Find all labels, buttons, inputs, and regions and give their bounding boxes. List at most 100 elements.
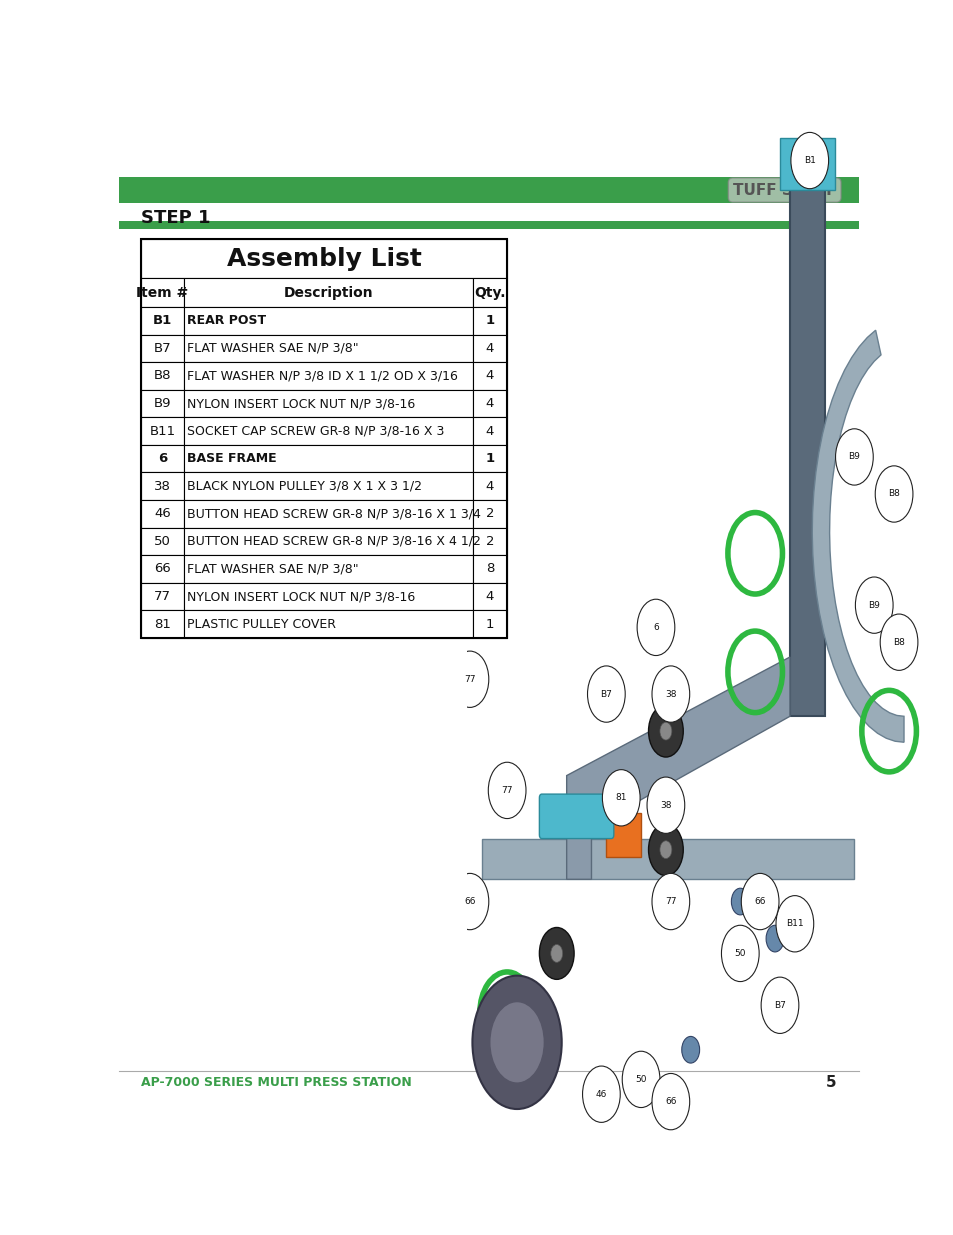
Text: 38: 38 [659, 800, 671, 810]
Circle shape [489, 1002, 544, 1083]
Polygon shape [606, 813, 640, 857]
Text: 81: 81 [153, 618, 171, 631]
Bar [183, 308, 472, 335]
Text: 38: 38 [664, 689, 676, 699]
Circle shape [775, 895, 813, 952]
Text: FLAT WASHER N/P 3/8 ID X 1 1/2 OD X 3/16: FLAT WASHER N/P 3/8 ID X 1 1/2 OD X 3/16 [187, 369, 457, 383]
Bar [183, 500, 472, 527]
Circle shape [880, 480, 897, 508]
Circle shape [550, 945, 562, 962]
Circle shape [740, 873, 779, 930]
Bar [141, 278, 183, 308]
Text: Item #: Item # [136, 285, 189, 300]
Text: BUTTON HEAD SCREW GR-8 N/P 3/8-16 X 1 3/4: BUTTON HEAD SCREW GR-8 N/P 3/8-16 X 1 3/… [187, 508, 480, 520]
Circle shape [601, 769, 639, 826]
Text: 46: 46 [595, 1089, 606, 1099]
Text: B7: B7 [153, 342, 172, 354]
Bar [119, 177, 858, 204]
Circle shape [536, 1041, 547, 1058]
Text: REAR POST: REAR POST [187, 314, 266, 327]
Bar [472, 335, 507, 362]
Text: 1: 1 [485, 618, 494, 631]
Text: B7: B7 [773, 1000, 785, 1010]
Text: 77: 77 [464, 674, 476, 684]
Text: 6: 6 [653, 622, 659, 632]
Bar [183, 610, 472, 638]
Text: 66: 66 [464, 897, 476, 906]
Text: FLAT WASHER SAE N/P 3/8": FLAT WASHER SAE N/P 3/8" [187, 562, 358, 576]
Text: B1: B1 [803, 156, 815, 165]
Bar [183, 390, 472, 417]
Text: B8: B8 [887, 489, 899, 499]
Circle shape [720, 925, 759, 982]
FancyBboxPatch shape [538, 794, 613, 839]
Bar [183, 473, 472, 500]
Bar [183, 583, 472, 610]
Text: Assembly List: Assembly List [227, 247, 421, 270]
Text: AP-7000 SERIES MULTI PRESS STATION: AP-7000 SERIES MULTI PRESS STATION [141, 1076, 412, 1088]
Text: 4: 4 [485, 396, 494, 410]
Circle shape [864, 592, 882, 619]
Bar [141, 445, 183, 473]
Bar [472, 390, 507, 417]
Text: B7: B7 [599, 689, 612, 699]
Bar [141, 238, 507, 638]
Text: B11: B11 [150, 425, 175, 437]
Text: B8: B8 [153, 369, 171, 383]
Bar [141, 500, 183, 527]
Circle shape [651, 666, 689, 722]
Text: 66: 66 [664, 1097, 676, 1107]
Text: 4: 4 [485, 369, 494, 383]
Text: FLAT WASHER SAE N/P 3/8": FLAT WASHER SAE N/P 3/8" [187, 342, 358, 354]
Circle shape [659, 722, 671, 740]
Text: B11: B11 [785, 919, 802, 929]
Text: 8: 8 [485, 562, 494, 576]
Circle shape [760, 977, 798, 1034]
Bar [183, 362, 472, 390]
FancyBboxPatch shape [780, 138, 834, 190]
Bar [183, 335, 472, 362]
Bar [472, 473, 507, 500]
Circle shape [468, 888, 486, 915]
Text: 50: 50 [734, 948, 745, 958]
Text: B9: B9 [847, 452, 860, 462]
Bar [472, 527, 507, 556]
Bar [472, 417, 507, 445]
Bar [472, 445, 507, 473]
Circle shape [637, 599, 674, 656]
Text: 4: 4 [485, 425, 494, 437]
Text: 1: 1 [485, 314, 494, 327]
Bar [141, 610, 183, 638]
Circle shape [648, 705, 682, 757]
Bar [183, 527, 472, 556]
Circle shape [488, 762, 525, 819]
Bar [472, 362, 507, 390]
Circle shape [835, 429, 872, 485]
Bar [141, 473, 183, 500]
Circle shape [651, 873, 689, 930]
Text: Description: Description [283, 285, 373, 300]
Text: B8: B8 [892, 637, 904, 647]
Bar [183, 278, 472, 308]
Polygon shape [811, 330, 903, 742]
Text: 77: 77 [153, 590, 171, 603]
Bar [472, 278, 507, 308]
Text: B9: B9 [867, 600, 880, 610]
Bar [141, 527, 183, 556]
Polygon shape [566, 657, 789, 879]
Text: 6: 6 [157, 452, 167, 466]
Text: Qty.: Qty. [474, 285, 505, 300]
Text: 50: 50 [635, 1074, 646, 1084]
Text: SOCKET CAP SCREW GR-8 N/P 3/8-16 X 3: SOCKET CAP SCREW GR-8 N/P 3/8-16 X 3 [187, 425, 444, 437]
Text: 2: 2 [485, 508, 494, 520]
Text: 66: 66 [754, 897, 765, 906]
Bar [183, 556, 472, 583]
Circle shape [538, 927, 574, 979]
Circle shape [587, 666, 624, 722]
Text: 66: 66 [154, 562, 171, 576]
Bar [141, 238, 507, 278]
Bar [472, 500, 507, 527]
Bar [141, 417, 183, 445]
Bar [119, 221, 858, 228]
Bar [472, 610, 507, 638]
